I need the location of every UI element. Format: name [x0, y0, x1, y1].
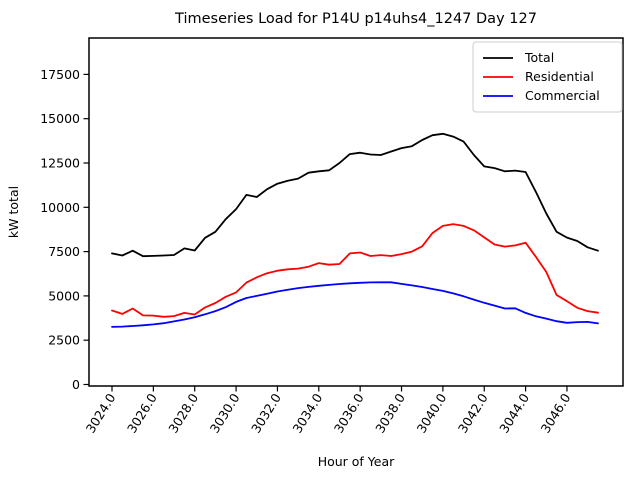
- y-tick-label: 0: [72, 377, 80, 392]
- plot-frame: [88, 37, 624, 387]
- y-axis-label: kW total: [6, 186, 21, 238]
- x-tick-label: 3044.0: [496, 391, 532, 436]
- line-commercial: [111, 281, 599, 328]
- x-tick-label: 3024.0: [83, 391, 119, 436]
- y-tick-label: 10000: [40, 200, 80, 215]
- x-tick-label: 3038.0: [372, 391, 408, 436]
- x-tick-label: 3030.0: [207, 391, 243, 436]
- x-tick-label: 3032.0: [248, 391, 284, 436]
- x-tick-label: 3046.0: [538, 391, 574, 436]
- x-tick-label: 3040.0: [414, 391, 450, 436]
- plot-lines: [111, 132, 599, 328]
- x-axis-ticks: 3024.0 3026.0 3028.0 3030.0 3032.0 3034.0 3036…: [83, 386, 574, 436]
- line-total: [111, 132, 599, 258]
- legend-label-total: Total: [524, 50, 554, 65]
- x-tick-label: 3034.0: [289, 391, 325, 436]
- y-axis-ticks: 0 2500 5000 7500 10000 12500 15000 17500: [40, 67, 89, 392]
- line-residential: [111, 223, 599, 318]
- y-tick-label: 5000: [48, 288, 80, 303]
- x-axis-label: Hour of Year: [318, 454, 395, 469]
- x-tick-label: 3028.0: [165, 391, 201, 436]
- x-tick-label: 3026.0: [124, 391, 160, 436]
- x-tick-label: 3036.0: [331, 391, 367, 436]
- x-tick-label: 3042.0: [455, 391, 491, 436]
- legend-box: [472, 41, 623, 113]
- legend-label-residential: Residential: [525, 69, 594, 84]
- y-tick-label: 2500: [48, 333, 80, 348]
- y-tick-label: 12500: [40, 156, 80, 171]
- legend-label-commercial: Commercial: [525, 88, 600, 103]
- y-tick-label: 7500: [48, 244, 80, 259]
- legend: Total Residential Commercial: [472, 41, 623, 113]
- chart-title: Timeseries Load for P14U p14uhs4_1247 Da…: [174, 11, 537, 27]
- y-tick-label: 17500: [40, 67, 80, 82]
- y-tick-label: 15000: [40, 111, 80, 126]
